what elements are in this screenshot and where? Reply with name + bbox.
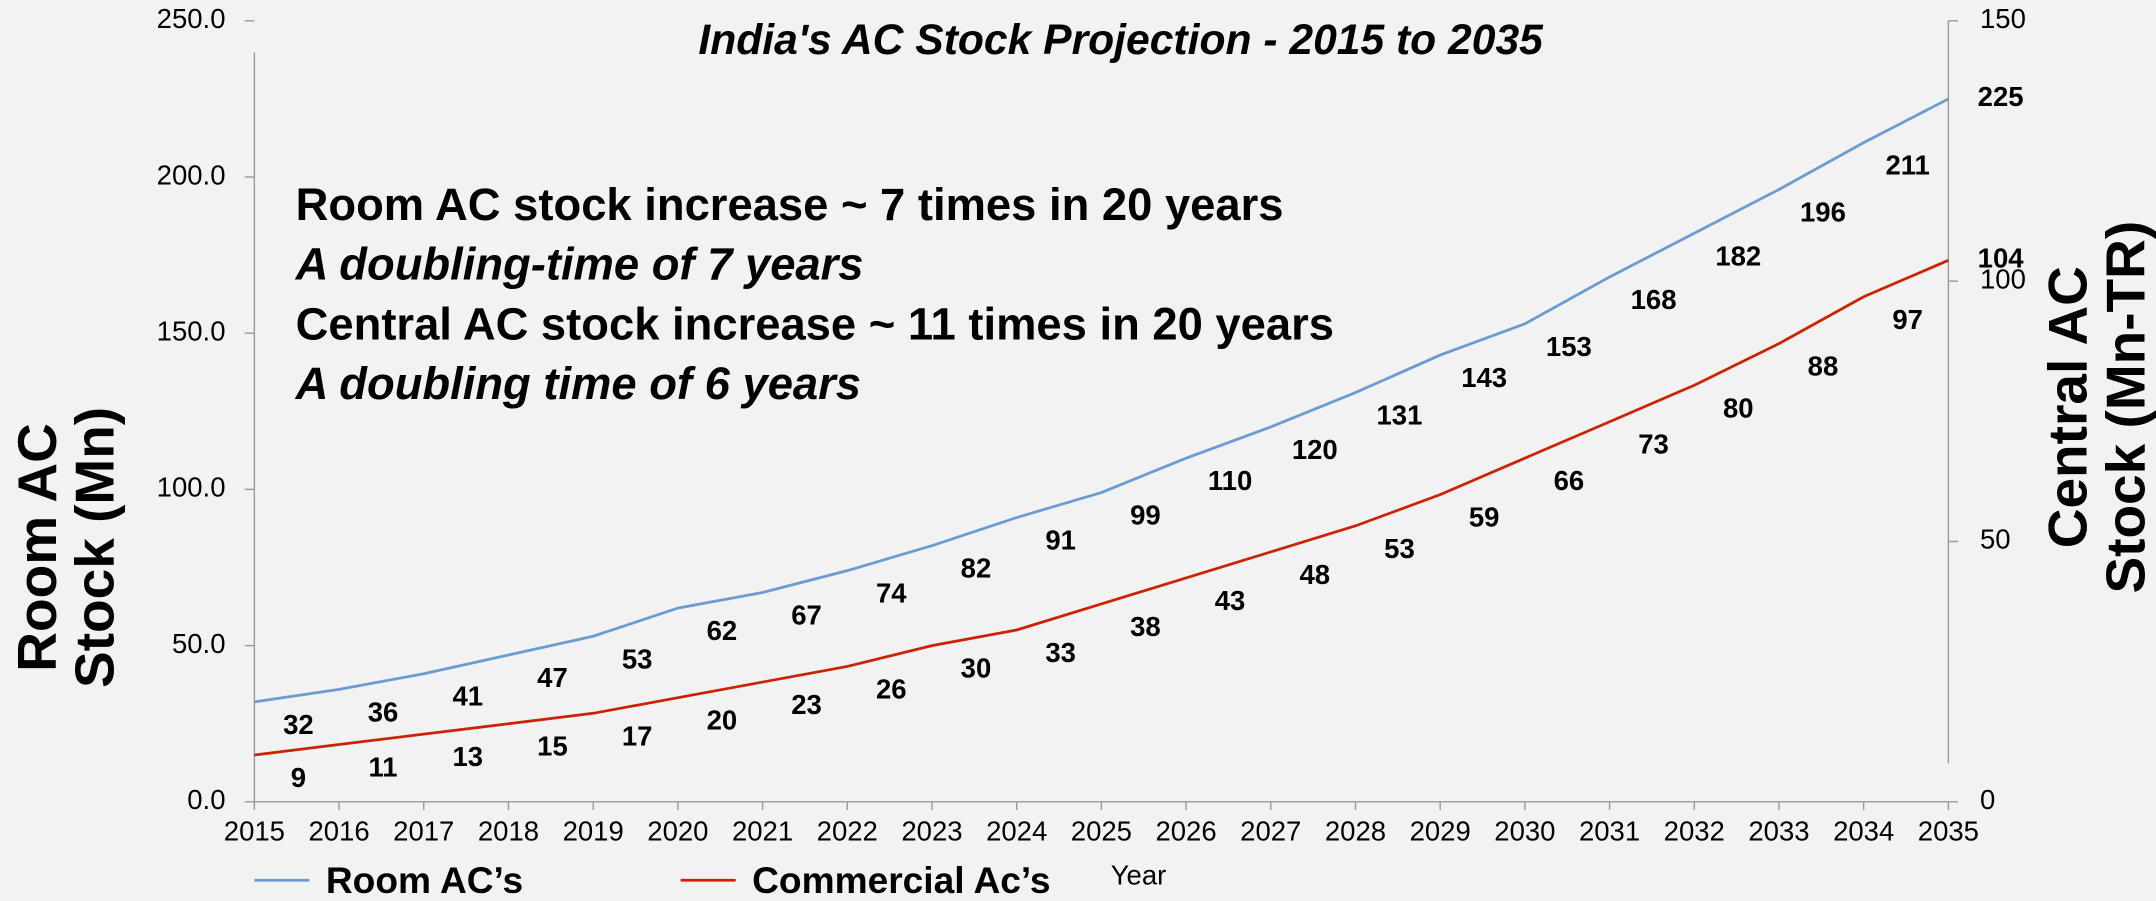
x-tick-label: 2021 <box>732 816 793 847</box>
data-label: 41 <box>452 681 483 712</box>
series-line <box>254 97 1950 704</box>
x-tick-label: 2033 <box>1748 816 1809 847</box>
y-tick-label: 100.0 <box>157 472 226 503</box>
x-tick-label: 2027 <box>1240 816 1301 847</box>
legend-label: Room AC’s <box>326 859 523 901</box>
data-label: 74 <box>876 578 907 609</box>
annotation: Central AC stock increase ~ 11 times in … <box>296 298 1334 349</box>
data-label: 97 <box>1892 304 1923 335</box>
x-tick-label: 2020 <box>647 816 708 847</box>
data-label: 36 <box>368 696 399 727</box>
data-label: 67 <box>791 600 822 631</box>
x-axis-label: Year <box>1111 860 1167 891</box>
y2-tick-label: 100 <box>1980 263 2026 294</box>
x-tick-label: 2024 <box>986 816 1047 847</box>
y2-axis-label: Central AC <box>2037 266 2099 548</box>
data-label: 9 <box>291 762 306 793</box>
y-tick-label: 150.0 <box>157 315 226 346</box>
x-tick-label: 2028 <box>1325 816 1386 847</box>
x-tick-label: 2019 <box>563 816 624 847</box>
x-tick-label: 2015 <box>224 816 285 847</box>
chart-title: India's AC Stock Projection - 2015 to 20… <box>698 16 1544 64</box>
x-tick-label: 2022 <box>817 816 878 847</box>
annotation: Room AC stock increase ~ 7 times in 20 y… <box>296 179 1284 230</box>
y-tick-label: 250.0 <box>157 3 226 34</box>
series-line <box>254 259 1949 757</box>
x-tick-label: 2034 <box>1833 816 1894 847</box>
data-label: 33 <box>1045 637 1076 668</box>
x-tick-label: 2032 <box>1664 816 1725 847</box>
data-label: 104 <box>1978 243 2025 274</box>
data-label: 59 <box>1469 502 1500 533</box>
annotation: A doubling-time of 7 years <box>295 239 864 290</box>
y-tick-label: 200.0 <box>157 159 226 190</box>
data-label: 120 <box>1292 434 1338 465</box>
y2-tick-label: 150 <box>1980 3 2026 34</box>
data-label: 225 <box>1978 81 2024 112</box>
data-label: 26 <box>876 673 907 704</box>
x-tick-label: 2025 <box>1071 816 1132 847</box>
data-label: 47 <box>537 662 568 693</box>
data-label: 143 <box>1461 362 1507 393</box>
data-label: 20 <box>707 705 738 736</box>
data-label: 48 <box>1299 559 1330 590</box>
data-label: 38 <box>1130 611 1161 642</box>
data-label: 11 <box>369 752 398 783</box>
x-tick-label: 2026 <box>1155 816 1216 847</box>
y-tick-label: 0.0 <box>187 784 225 815</box>
x-tick-label: 2035 <box>1918 816 1979 847</box>
data-label: 99 <box>1130 500 1161 531</box>
data-label: 17 <box>622 720 653 751</box>
data-label: 62 <box>707 615 738 646</box>
y2-tick-label: 0 <box>1980 784 1995 815</box>
data-label: 66 <box>1554 465 1585 496</box>
annotation: A doubling time of 6 years <box>295 358 861 409</box>
x-tick-label: 2018 <box>478 816 539 847</box>
data-label: 53 <box>1384 533 1415 564</box>
data-label: 73 <box>1638 429 1669 460</box>
data-label: 15 <box>537 731 568 762</box>
y-tick-label: 50.0 <box>172 628 226 659</box>
data-label: 182 <box>1715 240 1761 271</box>
x-tick-label: 2029 <box>1410 816 1471 847</box>
data-label: 30 <box>961 653 992 684</box>
y2-axis-label: Stock (Mn-TR) <box>2094 221 2156 594</box>
data-label: 211 <box>1885 150 1929 181</box>
x-tick-label: 2030 <box>1494 816 1555 847</box>
data-label: 88 <box>1808 351 1839 382</box>
legend-label: Commercial Ac’s <box>752 859 1050 901</box>
data-label: 91 <box>1045 525 1076 556</box>
data-label: 153 <box>1546 331 1592 362</box>
x-tick-label: 2031 <box>1579 816 1640 847</box>
y-axis-label: Stock (Mn) <box>64 407 126 688</box>
y2-tick-label: 50 <box>1980 524 2011 555</box>
data-label: 53 <box>622 643 653 674</box>
x-tick-label: 2023 <box>901 816 962 847</box>
data-label: 43 <box>1215 585 1246 616</box>
y-axis-label: Room AC <box>6 423 68 672</box>
data-label: 168 <box>1631 284 1677 315</box>
data-label: 82 <box>961 553 992 584</box>
data-label: 80 <box>1723 392 1754 423</box>
data-label: 110 <box>1208 465 1252 496</box>
x-tick-label: 2016 <box>308 816 369 847</box>
data-label: 131 <box>1377 400 1423 431</box>
x-tick-label: 2017 <box>393 816 454 847</box>
data-label: 13 <box>452 741 483 772</box>
data-label: 196 <box>1800 197 1846 228</box>
data-label: 23 <box>791 689 822 720</box>
data-label: 32 <box>283 709 314 740</box>
